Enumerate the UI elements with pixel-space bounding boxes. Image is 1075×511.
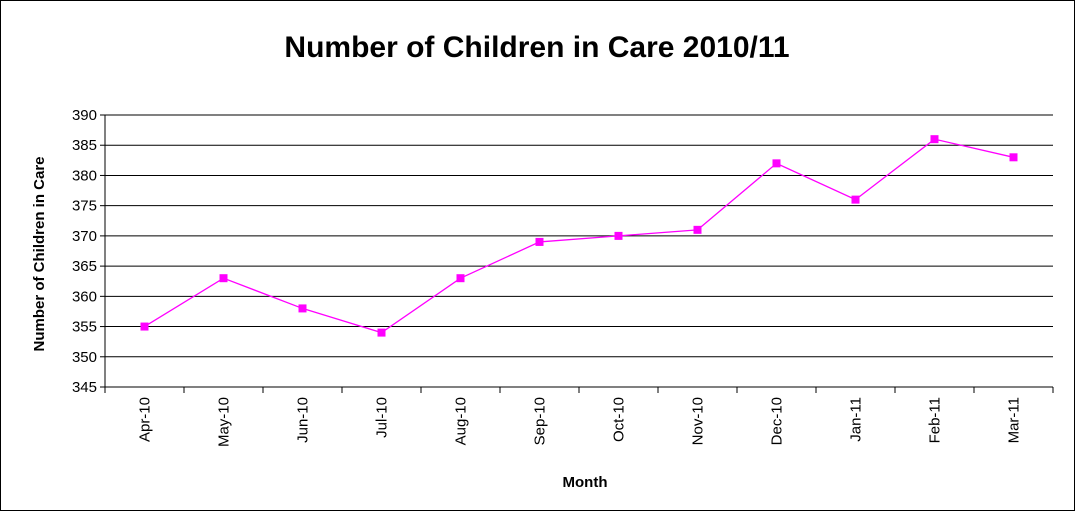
x-tick-label-Dec-10: Dec-10 xyxy=(769,397,786,445)
gridlines xyxy=(105,114,1053,358)
data-point-Jul-10 xyxy=(377,328,386,337)
y-tick-label-375: 375 xyxy=(72,198,97,215)
x-axis-title: Month xyxy=(563,474,608,491)
x-tick-labels: Apr-10 May-10 Jun-10 Jul-10 Aug-10 Sep-10 Oct-… xyxy=(137,397,1023,447)
data-point-Sep-10 xyxy=(535,237,544,246)
y-tick-label-350: 350 xyxy=(72,349,97,366)
data-point-Dec-10 xyxy=(772,159,781,168)
y-tick-label-365: 365 xyxy=(72,258,97,275)
x-tick-label-Jul-10: Jul-10 xyxy=(374,397,391,438)
series-group xyxy=(140,135,1018,337)
data-point-Jun-10 xyxy=(298,304,307,313)
data-point-Nov-10 xyxy=(693,225,702,234)
y-tick-label-345: 345 xyxy=(72,379,97,396)
x-tick-label-Apr-10: Apr-10 xyxy=(137,397,154,442)
data-point-Jan-11 xyxy=(851,195,860,204)
y-tick-label-390: 390 xyxy=(72,107,97,124)
axes xyxy=(100,114,1054,393)
x-tick-label-Sep-10: Sep-10 xyxy=(532,397,549,445)
y-tick-label-385: 385 xyxy=(72,137,97,154)
x-tick-label-Jun-10: Jun-10 xyxy=(295,397,312,443)
data-point-May-10 xyxy=(219,274,228,283)
y-tick-label-380: 380 xyxy=(72,167,97,184)
y-tick-label-355: 355 xyxy=(72,319,97,336)
x-tick-label-Mar-11: Mar-11 xyxy=(1006,397,1023,443)
data-point-Feb-11 xyxy=(930,135,939,144)
x-tick-label-May-10: May-10 xyxy=(216,397,233,447)
y-tick-label-360: 360 xyxy=(72,288,97,305)
y-tick-label-370: 370 xyxy=(72,228,97,245)
y-axis-title: Number of Children in Care xyxy=(31,156,48,351)
data-point-Apr-10 xyxy=(140,322,149,331)
x-tick-label-Aug-10: Aug-10 xyxy=(453,397,470,445)
x-tick-label-Feb-11: Feb-11 xyxy=(927,397,944,443)
data-point-Mar-11 xyxy=(1009,153,1018,162)
series-line-0 xyxy=(144,138,1014,334)
x-tick-label-Nov-10: Nov-10 xyxy=(690,397,707,445)
y-tick-labels: 345 350 355 360 365 370 375 380 385 390 xyxy=(72,107,97,396)
x-tick-label-Oct-10: Oct-10 xyxy=(611,397,628,442)
data-point-Aug-10 xyxy=(456,274,465,283)
data-point-Oct-10 xyxy=(614,231,623,240)
chart-title: Number of Children in Care 2010/11 xyxy=(284,31,789,64)
x-tick-label-Jan-11: Jan-11 xyxy=(848,397,865,442)
